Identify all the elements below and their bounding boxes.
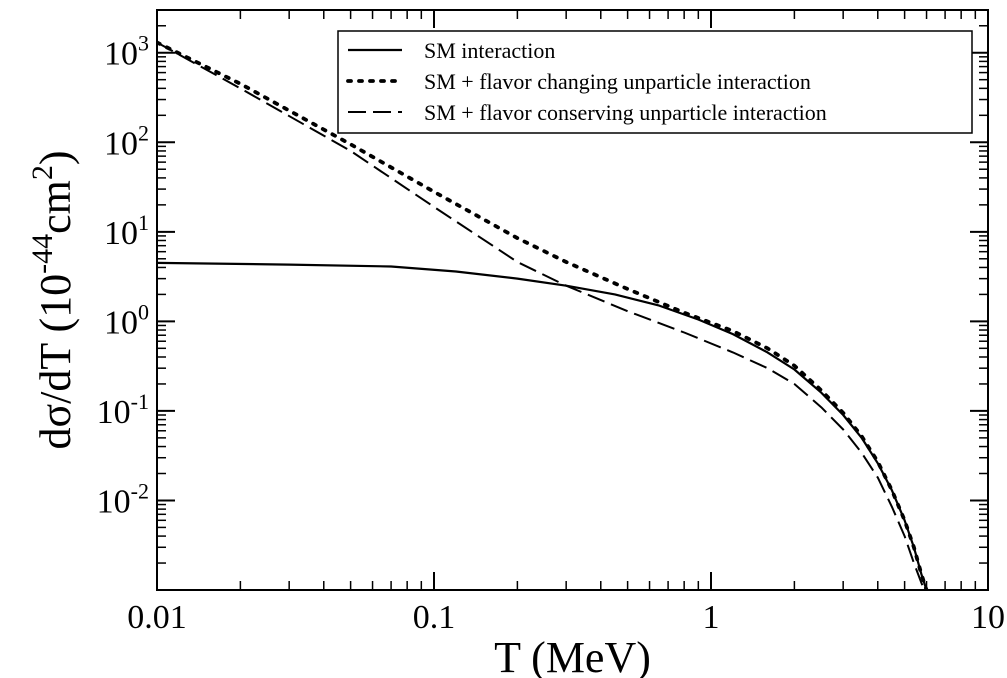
y-axis-title-exponent: -44	[26, 234, 59, 274]
y-axis-title-unit-exponent: 2	[26, 165, 59, 180]
y-tick-label: 102	[104, 120, 149, 162]
x-axis: 0.01 0.1 1 10	[127, 10, 1005, 636]
y-tick-label: 100	[104, 299, 149, 341]
legend: SM interaction SM + flavor changing unpar…	[337, 30, 973, 134]
plot-area	[157, 40, 929, 590]
y-tick-label: 103	[104, 31, 149, 73]
y-axis-title-unit: cm	[31, 180, 80, 234]
x-tick-label: 1	[703, 599, 720, 636]
x-tick-label: 10	[971, 599, 1005, 636]
series-line-3	[157, 41, 926, 590]
plot-frame	[156, 9, 989, 591]
legend-box	[337, 30, 973, 134]
series-line-2	[157, 40, 929, 590]
y-tick-label: 10-1	[97, 389, 149, 431]
legend-label-1: SM interaction	[424, 38, 555, 63]
x-tick-label: 0.01	[127, 599, 187, 636]
y-axis: 103 102 101 100 10-1 10-2	[97, 9, 988, 564]
series-line-1	[157, 261, 928, 590]
y-axis-title: dσ/dT (10-44cm2)	[26, 150, 80, 449]
x-axis-title: T (MeV)	[494, 633, 651, 678]
y-tick-label: 101	[104, 210, 149, 252]
y-axis-title-end: )	[31, 150, 80, 165]
x-tick-label: 0.1	[413, 599, 456, 636]
y-tick-label: 10-2	[97, 478, 149, 520]
legend-label-3: SM + flavor conserving unparticle intera…	[424, 100, 827, 125]
legend-label-2: SM + flavor changing unparticle interact…	[424, 69, 811, 94]
y-axis-title-base: dσ/dT (10	[31, 274, 80, 450]
